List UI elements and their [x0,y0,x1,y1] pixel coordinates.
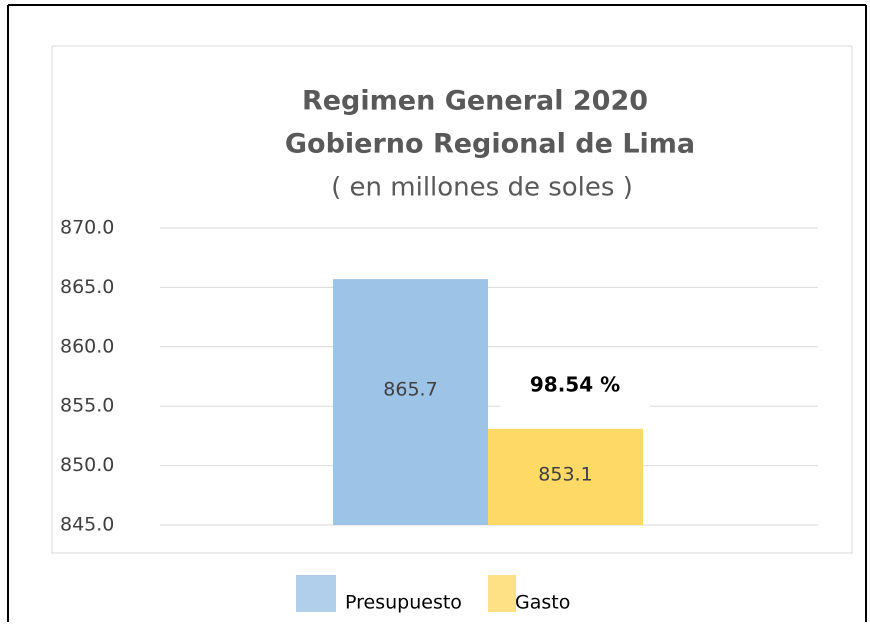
annotation: 98.54 % [530,373,620,397]
legend-swatch [488,575,516,612]
y-tick-label: 870.0 [60,217,114,239]
legend-label: Presupuesto [345,592,462,614]
bar [488,428,643,525]
legend-label: Gasto [515,592,570,614]
unit-label: ( en millones de soles ) [331,173,633,203]
y-tick-label: 845.0 [60,514,114,536]
legend-swatch [296,575,336,612]
data-label: 865.7 [383,379,437,401]
y-tick-label: 855.0 [60,395,114,417]
data-label: 853.1 [538,464,592,486]
bar [333,279,488,525]
chart-subtitle: Gobierno Regional de Lima [285,129,695,160]
y-tick-label: 865.0 [60,276,114,298]
chart-title: Regimen General 2020 [302,86,648,117]
y-tick-label: 850.0 [60,454,114,476]
annotation-box [500,362,650,407]
y-tick-label: 860.0 [60,335,114,357]
